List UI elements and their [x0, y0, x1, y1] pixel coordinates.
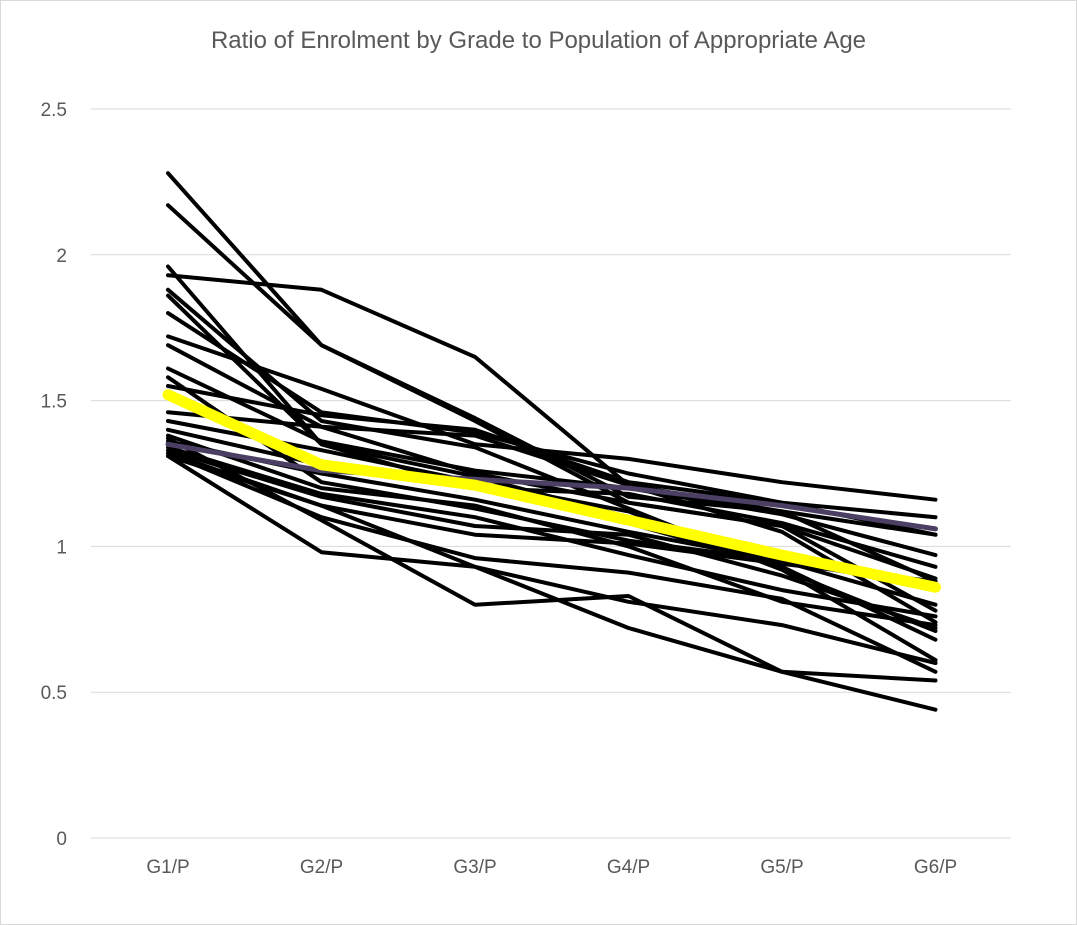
series-line [166, 454, 938, 683]
x-tick-label: G2/P [300, 857, 343, 878]
x-tick-label: G5/P [760, 857, 803, 878]
series-line [166, 433, 938, 628]
y-tick-label: 2 [56, 246, 67, 267]
series-line-highlight [162, 389, 941, 593]
series-line [166, 264, 938, 593]
y-tick-label: 1.5 [41, 392, 67, 413]
chart-title: Ratio of Enrolment by Grade to Populatio… [210, 27, 867, 54]
x-tick-label: G3/P [453, 857, 496, 878]
series-line [166, 454, 938, 665]
series-line [165, 441, 938, 532]
y-tick-label: 2.5 [41, 100, 67, 121]
y-tick-label: 0 [56, 829, 67, 850]
series-line [166, 343, 938, 581]
y-axis-ticks: 0 0.5 1 1.5 2 2.5 [41, 100, 67, 850]
y-tick-label: 0.5 [41, 683, 67, 704]
series-line [166, 366, 938, 558]
x-tick-label: G1/P [146, 857, 189, 878]
y-tick-label: 1 [56, 537, 67, 558]
series-line [166, 334, 938, 502]
series-line [166, 445, 938, 619]
series-line [166, 436, 938, 712]
series-line [166, 273, 938, 625]
series-line [166, 384, 938, 520]
series-lines [162, 171, 941, 712]
series-line [166, 410, 938, 537]
series-line [166, 448, 938, 630]
x-axis-ticks: G1/P G2/P G3/P G4/P G5/P G6/P [146, 857, 957, 878]
x-tick-label: G4/P [607, 857, 650, 878]
x-tick-label: G6/P [914, 857, 957, 878]
